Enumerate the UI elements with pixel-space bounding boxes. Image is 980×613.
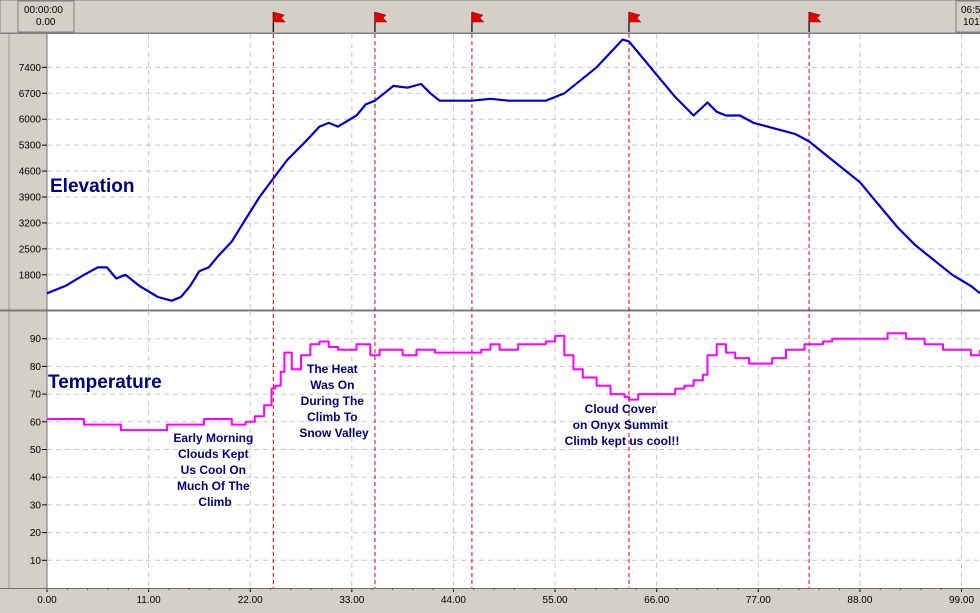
y-tick-label: 70 xyxy=(30,390,42,401)
annotation-line: Climb kept us cool!! xyxy=(565,434,680,448)
flag-cloth xyxy=(628,11,642,23)
flag-icon[interactable] xyxy=(808,11,822,32)
annotation-line: During The xyxy=(301,394,365,408)
annotation-heat: The Heat Was On During The Climb To Snow… xyxy=(299,362,369,440)
y-tick-label: 1800 xyxy=(19,270,42,281)
flag-cloth xyxy=(808,11,822,23)
annotation-line: Snow Valley xyxy=(299,426,369,440)
annotation-line: Clouds Kept xyxy=(178,447,249,461)
annotation-line: Climb xyxy=(198,495,231,509)
y-tick-label: 5300 xyxy=(19,141,42,152)
temperature-series-line xyxy=(47,332,980,432)
x-tick-label: 0.00 xyxy=(37,595,57,606)
y-tick-label: 3200 xyxy=(19,218,42,229)
annotation-early-morning: Early Morning Clouds Kept Us Cool On Muc… xyxy=(173,431,256,509)
x-tick-label: 55.00 xyxy=(543,595,568,606)
y-tick-label: 6700 xyxy=(19,89,42,100)
flag-icon[interactable] xyxy=(272,11,286,32)
temperature-y-axis: 10 20 30 40 50 60 70 80 90 xyxy=(30,334,47,567)
timeline-bar[interactable] xyxy=(0,0,980,35)
y-tick-label: 4600 xyxy=(19,167,42,178)
annotation-line: The Heat xyxy=(307,362,358,376)
x-tick-label: 77.00 xyxy=(746,595,771,606)
annotation-line: Us Cool On xyxy=(181,463,246,477)
timeline-end-distance: 101 xyxy=(963,17,980,28)
timeline-end-box xyxy=(955,0,980,33)
y-tick-label: 2500 xyxy=(19,244,42,255)
flag-cloth xyxy=(471,11,485,23)
annotation-line: Cloud Cover xyxy=(585,402,657,416)
elevation-series-line xyxy=(46,38,980,302)
flag-icon[interactable] xyxy=(471,11,485,32)
y-tick-label: 50 xyxy=(30,445,42,456)
elevation-title: Elevation xyxy=(50,176,134,197)
y-tick-label: 7400 xyxy=(19,63,42,74)
annotation-line: Early Morning xyxy=(173,431,253,445)
timeline-end-time: 06:5 xyxy=(961,5,980,16)
annotation-line: on Onyx Summit xyxy=(573,418,668,432)
annotation-line: Was On xyxy=(310,378,354,392)
x-tick-label: 22.00 xyxy=(238,595,263,606)
flag-icon[interactable] xyxy=(374,11,388,32)
x-tick-label: 88.00 xyxy=(847,595,872,606)
grid-lines xyxy=(47,34,980,588)
flag-icon[interactable] xyxy=(628,11,642,32)
y-tick-label: 40 xyxy=(30,473,42,484)
x-axis-panel xyxy=(0,588,980,613)
y-tick-label: 60 xyxy=(30,417,42,428)
marker-flags xyxy=(272,11,822,32)
timeline-start-distance: 0.00 xyxy=(36,17,56,28)
flag-cloth xyxy=(273,11,286,23)
x-tick-label: 11.00 xyxy=(136,595,161,606)
timeline-start-time: 00:00:00 xyxy=(24,5,63,16)
y-tick-label: 10 xyxy=(30,556,42,567)
marker-lines xyxy=(272,34,810,588)
flag-cloth xyxy=(374,11,388,23)
x-tick-label: 44.00 xyxy=(441,595,466,606)
annotation-cloud-cover: Cloud Cover on Onyx Summit Climb kept us… xyxy=(565,402,680,448)
elevation-plot-area xyxy=(47,34,980,310)
temperature-title: Temperature xyxy=(48,372,162,393)
y-tick-label: 30 xyxy=(30,500,42,511)
y-tick-label: 3900 xyxy=(19,193,42,204)
y-tick-label: 90 xyxy=(30,334,42,345)
x-tick-label: 33.00 xyxy=(339,595,364,606)
x-tick-label: 66.00 xyxy=(644,595,669,606)
annotation-line: Climb To xyxy=(307,410,357,424)
elevation-y-axis: 1800 2500 3200 3900 4600 5300 6000 6700 7400 xyxy=(19,63,47,281)
timeline-start-box xyxy=(17,0,75,33)
y-tick-label: 6000 xyxy=(19,115,42,126)
annotation-line: Much Of The xyxy=(177,479,250,493)
x-axis: 0.00 11.00 22.00 33.00 44.00 55.00 66.00 77.00 8… xyxy=(37,588,974,606)
x-tick-label: 99.00 xyxy=(949,595,974,606)
y-tick-label: 20 xyxy=(30,528,42,539)
y-tick-label: 80 xyxy=(30,362,42,373)
